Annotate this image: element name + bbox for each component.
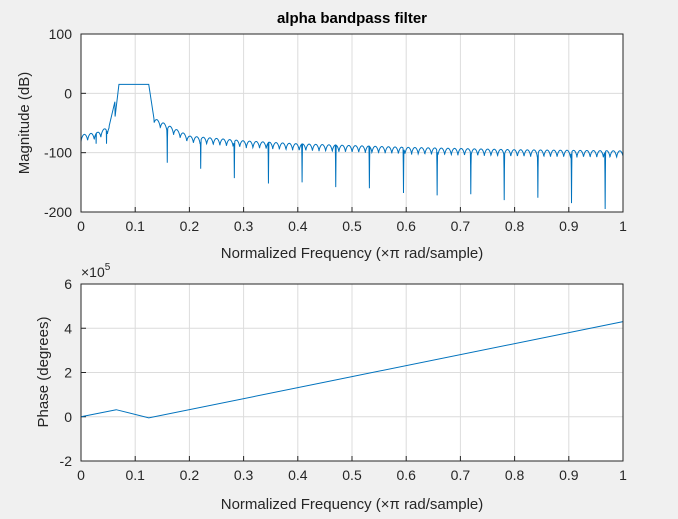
magnitude-y-tick-label: 100: [49, 26, 73, 42]
phase-x-tick-label: 0.6: [396, 467, 416, 483]
magnitude-y-axis-label: Magnitude (dB): [16, 72, 33, 175]
phase-y-exponent: ×105: [81, 262, 111, 280]
magnitude-x-axis-label: Normalized Frequency (×π rad/sample): [221, 245, 484, 262]
phase-y-tick-labels: -2 0 2 4 6: [60, 276, 73, 469]
magnitude-y-tick-label: -200: [44, 204, 72, 220]
phase-y-exponent-power: 5: [105, 262, 111, 273]
phase-y-tick-label: 6: [64, 276, 72, 292]
magnitude-x-tick-label: 0.8: [505, 218, 525, 234]
magnitude-x-tick-label: 0.1: [125, 218, 145, 234]
magnitude-x-tick-label: 0.2: [180, 218, 200, 234]
phase-x-tick-label: 0: [77, 467, 85, 483]
magnitude-x-tick-label: 0.4: [288, 218, 308, 234]
magnitude-x-tick-label: 0: [77, 218, 85, 234]
chart-title: alpha bandpass filter: [277, 10, 427, 27]
phase-y-tick-label: 2: [64, 365, 72, 381]
phase-x-tick-label: 0.9: [559, 467, 579, 483]
magnitude-x-tick-label: 0.6: [396, 218, 416, 234]
magnitude-y-tick-label: -100: [44, 145, 72, 161]
phase-x-tick-label: 0.7: [451, 467, 471, 483]
phase-x-tick-label: 0.3: [234, 467, 254, 483]
magnitude-x-tick-label: 0.3: [234, 218, 254, 234]
phase-x-tick-label: 0.2: [180, 467, 200, 483]
magnitude-series-line: [80, 83, 624, 210]
phase-y-tick-label: -2: [60, 453, 73, 469]
phase-series-line: [80, 321, 624, 419]
magnitude-x-tick-labels: 0 0.1 0.2 0.3 0.4 0.5 0.6 0.7 0.8 0.9 1: [77, 218, 627, 234]
phase-y-tick-label: 4: [64, 320, 72, 336]
phase-y-exponent-base: ×10: [81, 264, 105, 280]
magnitude-x-tick-label: 0.7: [451, 218, 471, 234]
magnitude-x-tick-label: 0.9: [559, 218, 579, 234]
magnitude-x-tick-label: 1: [619, 218, 627, 234]
phase-y-axis-label: Phase (degrees): [35, 317, 52, 428]
magnitude-y-tick-label: 0: [64, 85, 72, 101]
phase-x-tick-label: 0.1: [125, 467, 145, 483]
magnitude-axes-frame: [80, 33, 624, 213]
phase-x-tick-label: 0.4: [288, 467, 308, 483]
phase-x-tick-labels: 0 0.1 0.2 0.3 0.4 0.5 0.6 0.7 0.8 0.9 1: [77, 467, 627, 483]
phase-x-tick-label: 1: [619, 467, 627, 483]
phase-x-tick-label: 0.8: [505, 467, 525, 483]
phase-x-tick-label: 0.5: [342, 467, 362, 483]
magnitude-axes[interactable]: 0 0.1 0.2 0.3 0.4 0.5 0.6 0.7 0.8 0.9 1 -200 -100 0 1…: [16, 10, 627, 262]
phase-y-tick-label: 0: [64, 409, 72, 425]
magnitude-y-tick-labels: -200 -100 0 100: [44, 26, 72, 220]
phase-x-axis-label: Normalized Frequency (×π rad/sample): [221, 496, 484, 513]
phase-axes-frame: [80, 283, 624, 462]
magnitude-x-tick-label: 0.5: [342, 218, 362, 234]
